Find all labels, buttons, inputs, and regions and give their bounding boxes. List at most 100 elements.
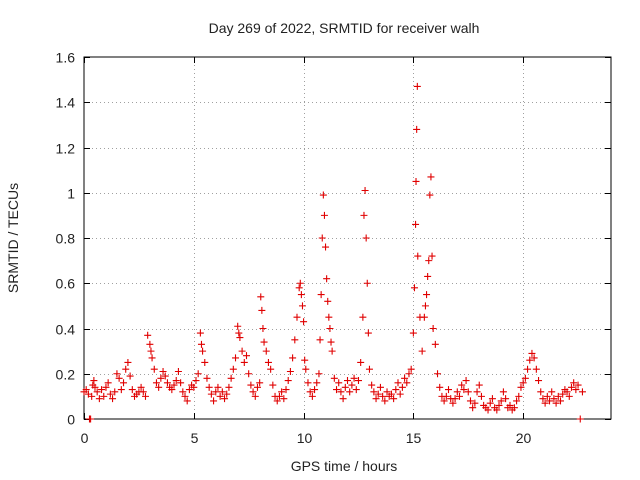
data-point bbox=[249, 388, 257, 396]
data-point bbox=[458, 381, 466, 389]
data-point bbox=[242, 352, 250, 360]
data-point bbox=[326, 325, 334, 332]
data-point bbox=[445, 386, 453, 394]
data-point bbox=[150, 365, 158, 373]
data-point bbox=[322, 243, 330, 251]
data-point bbox=[306, 388, 314, 396]
data-point bbox=[344, 377, 351, 385]
y-tick-label: 0.8 bbox=[56, 231, 76, 247]
x-tick-label: 0 bbox=[81, 430, 89, 446]
data-point bbox=[409, 329, 417, 337]
x-tick-label: 10 bbox=[297, 430, 313, 446]
data-point bbox=[316, 336, 324, 344]
data-point bbox=[455, 392, 463, 400]
data-point bbox=[576, 415, 584, 423]
data-point bbox=[420, 313, 428, 321]
data-point bbox=[431, 340, 439, 348]
data-point bbox=[521, 374, 529, 382]
data-point bbox=[157, 374, 165, 382]
data-point bbox=[475, 381, 483, 389]
data-point bbox=[111, 388, 119, 396]
data-point bbox=[464, 388, 472, 396]
data-point bbox=[387, 390, 395, 398]
data-point bbox=[327, 338, 335, 346]
data-point bbox=[194, 370, 202, 378]
data-point bbox=[418, 347, 426, 355]
data-point bbox=[122, 365, 130, 373]
data-point bbox=[293, 313, 301, 321]
y-tick-label: 0.4 bbox=[56, 322, 76, 338]
data-point bbox=[199, 347, 207, 355]
data-point bbox=[486, 399, 494, 407]
data-point bbox=[260, 338, 268, 346]
data-point bbox=[284, 377, 292, 385]
data-point bbox=[429, 325, 437, 332]
data-point bbox=[442, 392, 450, 400]
data-point bbox=[179, 388, 187, 396]
data-point bbox=[323, 275, 331, 283]
data-point bbox=[543, 392, 551, 400]
data-point bbox=[98, 386, 106, 394]
data-point bbox=[428, 252, 436, 260]
data-point bbox=[196, 329, 204, 337]
data-point bbox=[325, 313, 333, 321]
data-point bbox=[190, 383, 198, 391]
data-point bbox=[427, 173, 435, 181]
data-point bbox=[258, 306, 266, 314]
y-tick-label: 1.4 bbox=[56, 95, 76, 111]
data-point bbox=[436, 383, 444, 391]
data-point bbox=[319, 191, 327, 199]
data-series bbox=[80, 82, 586, 423]
data-point bbox=[333, 386, 341, 394]
data-point bbox=[102, 383, 110, 391]
data-point bbox=[212, 388, 220, 396]
data-point bbox=[163, 379, 171, 387]
data-point bbox=[484, 406, 492, 414]
data-point bbox=[453, 388, 461, 396]
data-point bbox=[302, 365, 310, 373]
data-point bbox=[229, 365, 237, 373]
data-point bbox=[368, 381, 376, 389]
data-point bbox=[473, 388, 481, 396]
data-point bbox=[328, 347, 336, 355]
data-point bbox=[161, 372, 169, 380]
data-point bbox=[117, 386, 125, 394]
data-point bbox=[413, 125, 421, 133]
data-point bbox=[257, 293, 265, 301]
data-point bbox=[185, 386, 193, 394]
data-point bbox=[177, 379, 185, 387]
data-point bbox=[376, 383, 384, 391]
data-point bbox=[124, 358, 132, 366]
grid bbox=[84, 57, 611, 419]
data-point bbox=[401, 374, 409, 382]
data-point bbox=[139, 388, 147, 396]
data-point bbox=[412, 177, 420, 185]
data-point bbox=[223, 390, 231, 398]
data-point bbox=[273, 397, 281, 405]
data-point bbox=[207, 390, 215, 398]
data-point bbox=[183, 397, 191, 405]
data-point bbox=[471, 399, 479, 407]
data-point bbox=[383, 388, 391, 396]
data-point bbox=[205, 383, 213, 391]
data-point bbox=[440, 397, 448, 405]
data-point bbox=[426, 191, 434, 199]
data-point bbox=[539, 395, 547, 403]
data-point bbox=[552, 399, 560, 407]
data-point bbox=[238, 347, 246, 355]
data-point bbox=[87, 415, 95, 423]
data-point bbox=[556, 397, 564, 405]
data-point bbox=[563, 388, 571, 396]
data-point bbox=[372, 395, 380, 403]
data-point bbox=[546, 397, 554, 405]
data-point bbox=[126, 372, 134, 380]
data-point bbox=[147, 347, 155, 355]
x-axis: 0 5 10 15 20 bbox=[81, 57, 531, 446]
data-point bbox=[313, 379, 321, 387]
x-axis-label: GPS time / hours bbox=[291, 458, 398, 474]
data-point bbox=[320, 211, 328, 219]
data-point bbox=[359, 313, 367, 321]
data-point bbox=[390, 395, 398, 403]
data-point bbox=[256, 379, 264, 387]
data-point bbox=[106, 390, 114, 398]
